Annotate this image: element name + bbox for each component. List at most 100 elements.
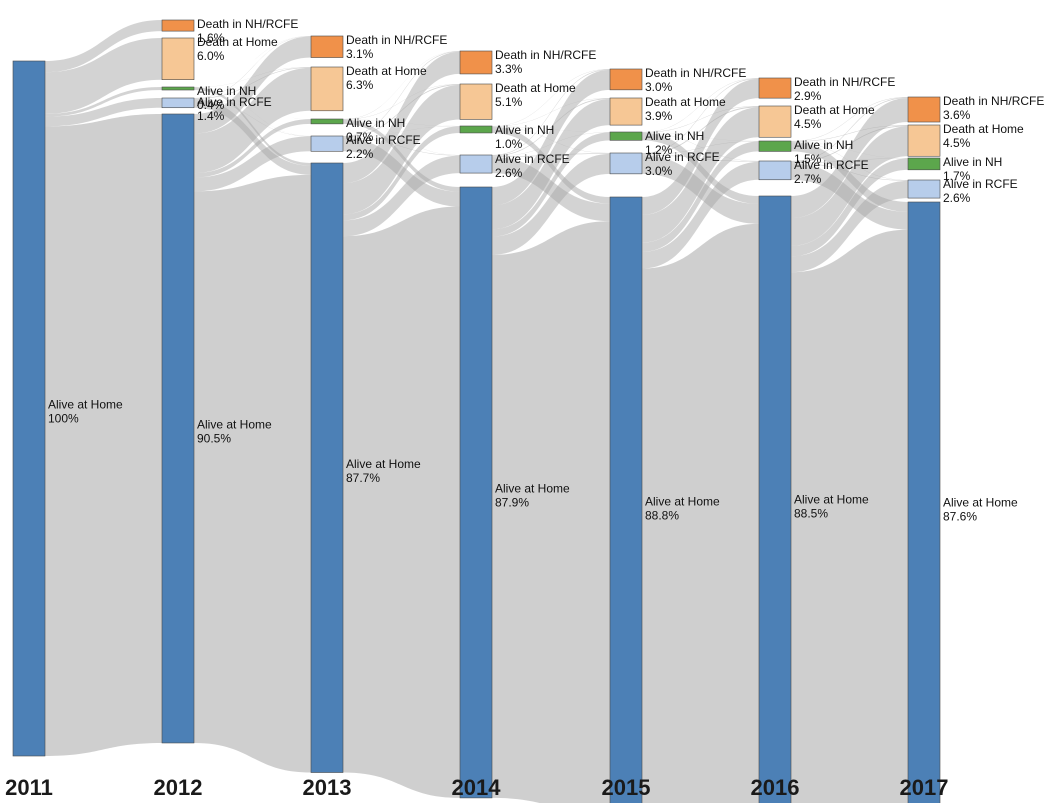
node-2013-death_home [310, 66, 344, 112]
node-percent-2013-death_home: 6.3% [346, 78, 374, 92]
flow-2014-alive_home-to-alive_rcfe [492, 153, 610, 255]
node-label-2016-death_home: Death at Home [794, 103, 875, 117]
node-percent-2017-alive_rcfe: 2.6% [943, 191, 971, 205]
node-2014-alive_rcfe [459, 154, 493, 174]
flow-2011-alive_home-to-death_home [45, 38, 162, 114]
node-label-2012-alive_nh: Alive in NH [197, 84, 256, 98]
flow-2012-alive_rcfe-to-death_nh [194, 36, 311, 99]
node-2011-alive_home [12, 60, 46, 757]
flow-2016-alive_nh-to-death_nh [791, 97, 908, 142]
flow-2016-alive_home-to-death_home [791, 126, 908, 246]
flow-2015-alive_nh-to-death_home [642, 106, 759, 133]
node-label-2015-death_nh: Death in NH/RCFE [645, 66, 746, 80]
flow-2012-alive_home-to-alive_nh [194, 119, 311, 178]
year-label-2017: 2017 [900, 775, 949, 800]
node-label-2014-death_home: Death at Home [495, 81, 576, 95]
flow-2011-alive_home-to-alive_home [45, 114, 162, 756]
node-label-2017-death_nh: Death in NH/RCFE [943, 94, 1044, 108]
flow-2015-alive_nh-to-alive_nh [642, 132, 759, 142]
node-percent-2015-death_nh: 3.0% [645, 80, 673, 94]
node-label-2016-alive_nh: Alive in NH [794, 138, 853, 152]
node-label-2017-alive_nh: Alive in NH [943, 155, 1002, 169]
flow-2013-alive_nh-to-death_nh [343, 51, 460, 120]
state-nodes [12, 19, 941, 803]
node-percent-2015-alive_rcfe: 3.0% [645, 164, 673, 178]
year-label-2011: 2011 [5, 775, 53, 800]
flow-2013-alive_nh-to-death_home [343, 84, 460, 120]
node-label-2015-death_home: Death at Home [645, 95, 726, 109]
node-label-2017-alive_rcfe: Alive in RCFE [943, 177, 1018, 191]
flow-2012-alive_home-to-alive_home [194, 174, 311, 773]
node-percent-2012-alive_rcfe: 1.4% [197, 109, 225, 123]
node-label-2013-death_nh: Death in NH/RCFE [346, 33, 447, 47]
node-2015-alive_home [609, 196, 643, 803]
node-percent-2014-death_nh: 3.3% [495, 62, 523, 76]
flow-2013-alive_home-to-death_nh [343, 51, 460, 184]
node-2017-death_nh [907, 96, 941, 123]
node-percent-2015-death_home: 3.9% [645, 109, 673, 123]
node-2017-alive_rcfe [907, 179, 941, 199]
year-label-2016: 2016 [751, 775, 800, 800]
node-percent-2013-alive_home: 87.7% [346, 471, 380, 485]
flow-2014-alive_home-to-death_nh [492, 69, 610, 206]
node-2012-alive_nh [161, 86, 195, 91]
flow-2016-alive_rcfe-to-death_nh [791, 97, 908, 162]
node-2015-alive_nh [609, 131, 643, 141]
flow-2013-alive_home-to-death_home [343, 85, 460, 215]
flow-2014-alive_rcfe-to-alive_home [492, 157, 610, 222]
node-label-2017-alive_home: Alive at Home [943, 495, 1018, 509]
node-2016-alive_nh [758, 140, 792, 152]
node-percent-2012-death_home: 6.0% [197, 49, 225, 63]
node-label-2014-alive_rcfe: Alive in RCFE [495, 152, 570, 166]
node-percent-2016-alive_nh: 1.5% [794, 152, 822, 166]
node-label-2016-alive_rcfe: Alive in RCFE [794, 158, 869, 172]
node-label-2014-death_nh: Death in NH/RCFE [495, 48, 596, 62]
node-label-2012-alive_rcfe: Alive in RCFE [197, 95, 272, 109]
node-2017-alive_nh [907, 157, 941, 171]
flow-2012-alive_home-to-death_nh [194, 36, 311, 134]
node-percent-2012-alive_home: 90.5% [197, 431, 231, 445]
node-2015-death_home [609, 97, 643, 126]
node-label-2012-death_nh: Death in NH/RCFE [197, 17, 298, 31]
node-label-2012-alive_home: Alive at Home [197, 417, 272, 431]
flow-2015-alive_home-to-alive_rcfe [642, 161, 759, 269]
node-percent-2016-alive_home: 88.5% [794, 507, 828, 521]
node-2017-death_home [907, 124, 941, 157]
node-2017-alive_home [907, 201, 941, 803]
node-2012-alive_home [161, 113, 195, 744]
flow-2016-alive_home-to-alive_home [791, 229, 908, 803]
node-label-2015-alive_home: Alive at Home [645, 495, 720, 509]
node-percent-2012-death_nh: 1.6% [197, 31, 225, 45]
node-label-2013-alive_rcfe: Alive in RCFE [346, 133, 421, 147]
node-2013-alive_home [310, 162, 344, 773]
flow-2012-alive_nh-to-death_nh [194, 36, 311, 88]
node-2015-death_nh [609, 68, 643, 91]
year-label-2014: 2014 [452, 775, 502, 800]
node-label-2011-alive_home: Alive at Home [48, 398, 123, 412]
node-percent-2013-alive_nh: 0.7% [346, 130, 374, 144]
flow-2011-alive_home-to-alive_nh [45, 87, 162, 117]
node-label-2015-alive_rcfe: Alive in RCFE [645, 150, 720, 164]
node-label-2013-alive_nh: Alive in NH [346, 116, 405, 130]
node-2015-alive_rcfe [609, 152, 643, 175]
node-percent-2012-alive_nh: 0.4% [197, 98, 225, 112]
node-label-2014-alive_nh: Alive in NH [495, 123, 554, 137]
year-label-2013: 2013 [303, 775, 352, 800]
node-percent-2013-death_nh: 3.1% [346, 47, 374, 61]
node-label-2014-alive_home: Alive at Home [495, 481, 570, 495]
flow-2012-alive_home-to-death_home [194, 67, 311, 174]
node-label-2013-alive_home: Alive at Home [346, 457, 421, 471]
node-percent-2014-death_home: 5.1% [495, 95, 523, 109]
year-label-2012: 2012 [154, 775, 203, 800]
node-percent-2017-alive_home: 87.6% [943, 509, 977, 523]
node-percent-2015-alive_home: 88.8% [645, 509, 679, 523]
node-percent-2011-alive_home: 100% [48, 412, 79, 426]
flow-2016-alive_home-to-alive_nh [791, 158, 908, 257]
flow-2015-alive_rcfe-to-alive_rcfe [642, 154, 759, 162]
node-percent-2014-alive_nh: 1.0% [495, 137, 523, 151]
node-label-2012-death_home: Death at Home [197, 35, 278, 49]
node-percent-2014-alive_rcfe: 2.6% [495, 166, 523, 180]
node-2012-alive_rcfe [161, 97, 195, 109]
node-2014-alive_nh [459, 125, 493, 134]
flow-2015-alive_nh-to-death_nh [642, 78, 759, 133]
